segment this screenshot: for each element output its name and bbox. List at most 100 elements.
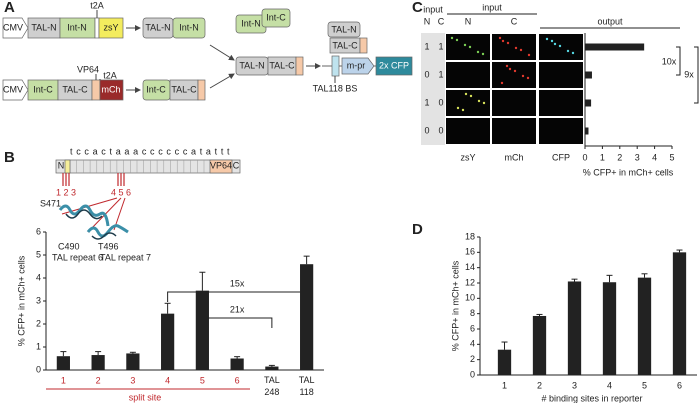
cell-spot xyxy=(553,42,557,46)
bar xyxy=(91,355,105,370)
box xyxy=(94,17,100,39)
x-tick-label: 1 xyxy=(61,375,66,385)
bar xyxy=(230,358,244,370)
bar xyxy=(161,313,175,370)
x-tick-label: 5 xyxy=(642,380,647,390)
cell-spot xyxy=(481,52,485,56)
y-tick-label: 4 xyxy=(470,339,475,349)
annotation: t2A xyxy=(103,70,117,80)
cell-spot xyxy=(550,39,554,43)
bracket xyxy=(167,291,308,302)
sequence: t c c a c t a a a c c c c c c a t a t t … xyxy=(70,146,230,156)
y-tick-label: 12 xyxy=(465,277,475,287)
box-label: TAL-C xyxy=(171,84,197,94)
header: input xyxy=(482,2,502,12)
y-tick-label: 18 xyxy=(465,231,475,241)
bracket xyxy=(201,317,273,328)
box-label: TAL-C xyxy=(62,84,88,94)
box-label: 2x CFP xyxy=(379,60,409,70)
box xyxy=(209,159,233,174)
cell-spot xyxy=(519,48,523,52)
box-label: TAL-C xyxy=(332,40,358,50)
x-tick-label: 1 xyxy=(600,152,605,162)
box xyxy=(99,79,124,101)
header: C xyxy=(511,16,518,26)
input-value: 0 xyxy=(438,125,443,135)
box-label: Int-C xyxy=(33,84,53,94)
cell-spot xyxy=(450,36,454,40)
panel-label: D xyxy=(412,221,423,238)
input-value: 1 xyxy=(438,69,443,79)
micrograph xyxy=(539,90,583,116)
bar xyxy=(585,43,645,51)
bar xyxy=(195,290,209,370)
box-label: mCh xyxy=(101,84,120,94)
y-tick-label: 5 xyxy=(36,249,41,259)
bar xyxy=(585,127,589,135)
header: N xyxy=(465,16,472,26)
micrograph xyxy=(446,118,490,144)
bracket xyxy=(694,46,699,104)
bar xyxy=(56,356,70,370)
annotation: TAL118 BS xyxy=(313,83,358,93)
cell-spot xyxy=(501,39,505,43)
x-tick-label: 5 xyxy=(669,152,674,162)
domain-label: N xyxy=(58,160,65,170)
input-value: 0 xyxy=(424,69,429,79)
cell-spot xyxy=(476,50,480,54)
header: N xyxy=(424,16,431,26)
cell-spot xyxy=(526,76,530,80)
x-tick-label: 3 xyxy=(130,375,135,385)
annotation: 10x xyxy=(662,56,677,66)
cell-spot xyxy=(513,69,517,73)
box-label: Int-N xyxy=(67,22,87,32)
x-tick-label: 3 xyxy=(635,152,640,162)
group-label: split site xyxy=(129,392,162,402)
micrograph xyxy=(539,62,583,88)
cell-spot xyxy=(477,99,481,103)
bar xyxy=(672,252,687,375)
box-label: Int-C xyxy=(146,84,166,94)
bracket xyxy=(676,46,681,76)
box-label: TAL-C xyxy=(269,60,295,70)
y-tick-label: 2 xyxy=(36,318,41,328)
annotation: t2A xyxy=(90,0,104,10)
domain-label: C xyxy=(233,160,240,170)
y-tick-label: 4 xyxy=(36,272,41,282)
box xyxy=(295,56,304,76)
y-tick-label: 3 xyxy=(36,295,41,305)
box xyxy=(197,79,206,101)
x-tick-label: 3 xyxy=(572,380,577,390)
cell-spot xyxy=(482,101,486,105)
box xyxy=(172,17,206,39)
box xyxy=(261,8,291,28)
residue: C490 xyxy=(58,241,80,251)
channel-label: mCh xyxy=(504,152,523,162)
input-value: 0 xyxy=(424,125,429,135)
box-label: CMV xyxy=(3,84,23,94)
protein-bar xyxy=(55,159,241,174)
annotation: 9x xyxy=(684,69,694,79)
residue: T496 xyxy=(98,241,119,251)
cell-spot xyxy=(545,37,549,41)
site-mark xyxy=(62,173,125,186)
panel-label: C xyxy=(412,0,423,16)
protein-diagram: t c c a c t a a a c c c c c c a t a t t … xyxy=(40,146,241,262)
y-axis-label: % CFP+ in mCh+ cells xyxy=(16,255,26,346)
y-tick-label: 0 xyxy=(470,369,475,379)
bar xyxy=(637,277,652,375)
binding-site xyxy=(331,55,340,77)
box xyxy=(375,56,413,76)
cell-spot xyxy=(463,43,467,47)
cell-spot xyxy=(456,106,460,110)
input-value: 0 xyxy=(438,97,443,107)
box-label: m-pr xyxy=(347,60,366,70)
site-label: 4 5 6 xyxy=(111,187,131,197)
panel-label: B xyxy=(4,149,15,166)
micrograph xyxy=(492,62,536,88)
x-tick-label: 6 xyxy=(235,375,240,385)
box-label: TAL-N xyxy=(145,22,170,32)
promoter xyxy=(2,17,29,39)
arrow xyxy=(209,73,235,89)
